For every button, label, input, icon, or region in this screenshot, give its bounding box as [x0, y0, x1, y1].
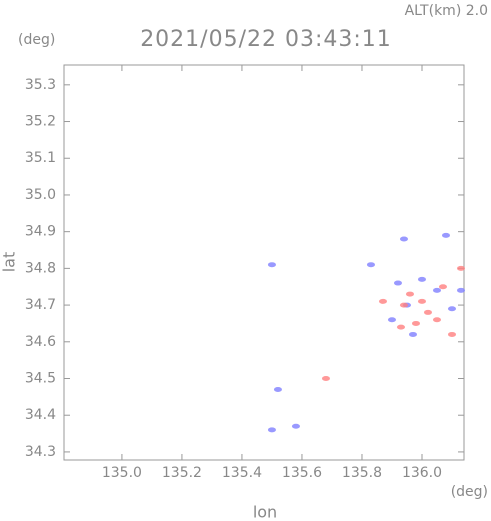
- x-tick-label: 135.8: [342, 465, 382, 481]
- echo-point: [408, 331, 417, 337]
- y-tick-label: 34.7: [25, 297, 56, 313]
- echo-point: [405, 291, 414, 297]
- y-tick-label: 35.1: [25, 150, 56, 166]
- y-axis-label: lat: [0, 252, 19, 273]
- y-tick-label: 35.3: [25, 77, 56, 93]
- x-tick-label: 135.6: [282, 465, 322, 481]
- echo-point: [273, 387, 282, 393]
- y-tick-label: 35.2: [25, 114, 56, 130]
- y-tick-label: 34.5: [25, 371, 56, 387]
- echo-point: [393, 280, 402, 286]
- echo-point: [321, 376, 330, 382]
- echo-point: [423, 309, 432, 315]
- echo-point: [267, 262, 276, 268]
- echo-point: [399, 236, 408, 242]
- echo-point: [447, 331, 456, 337]
- y-tick-label: 34.4: [25, 407, 56, 423]
- echo-point: [447, 306, 456, 312]
- x-unit: (deg): [451, 484, 488, 500]
- echo-point: [432, 317, 441, 323]
- altitude-label: ALT(km) 2.0: [405, 3, 488, 19]
- echo-point: [387, 317, 396, 323]
- echo-point: [441, 232, 450, 238]
- y-tick-label: 35.0: [25, 187, 56, 203]
- x-axis-label: lon: [253, 503, 277, 521]
- echo-point: [396, 324, 405, 330]
- y-tick-label: 34.3: [25, 444, 56, 460]
- chart-title: 2021/05/22 03:43:11: [140, 27, 392, 52]
- x-tick-label: 135.0: [102, 465, 142, 481]
- y-unit: (deg): [18, 32, 55, 48]
- x-tick-label: 135.2: [162, 465, 202, 481]
- y-tick-label: 34.9: [25, 224, 56, 240]
- echo-point: [267, 427, 276, 433]
- x-tick-label: 136.0: [402, 465, 442, 481]
- x-tick-label: 135.4: [222, 465, 262, 481]
- plot-frame: [63, 64, 465, 461]
- echo-point: [417, 298, 426, 304]
- echo-point: [438, 284, 447, 290]
- echo-point: [411, 320, 420, 326]
- echo-point: [291, 423, 300, 429]
- echo-point: [399, 302, 408, 308]
- echo-point: [456, 265, 465, 271]
- echo-point: [456, 287, 465, 293]
- echo-point: [378, 298, 387, 304]
- echo-point: [432, 287, 441, 293]
- echo-point: [417, 276, 426, 282]
- y-tick-label: 34.6: [25, 334, 56, 350]
- echo-point: [366, 262, 375, 268]
- y-tick-label: 34.8: [25, 260, 56, 276]
